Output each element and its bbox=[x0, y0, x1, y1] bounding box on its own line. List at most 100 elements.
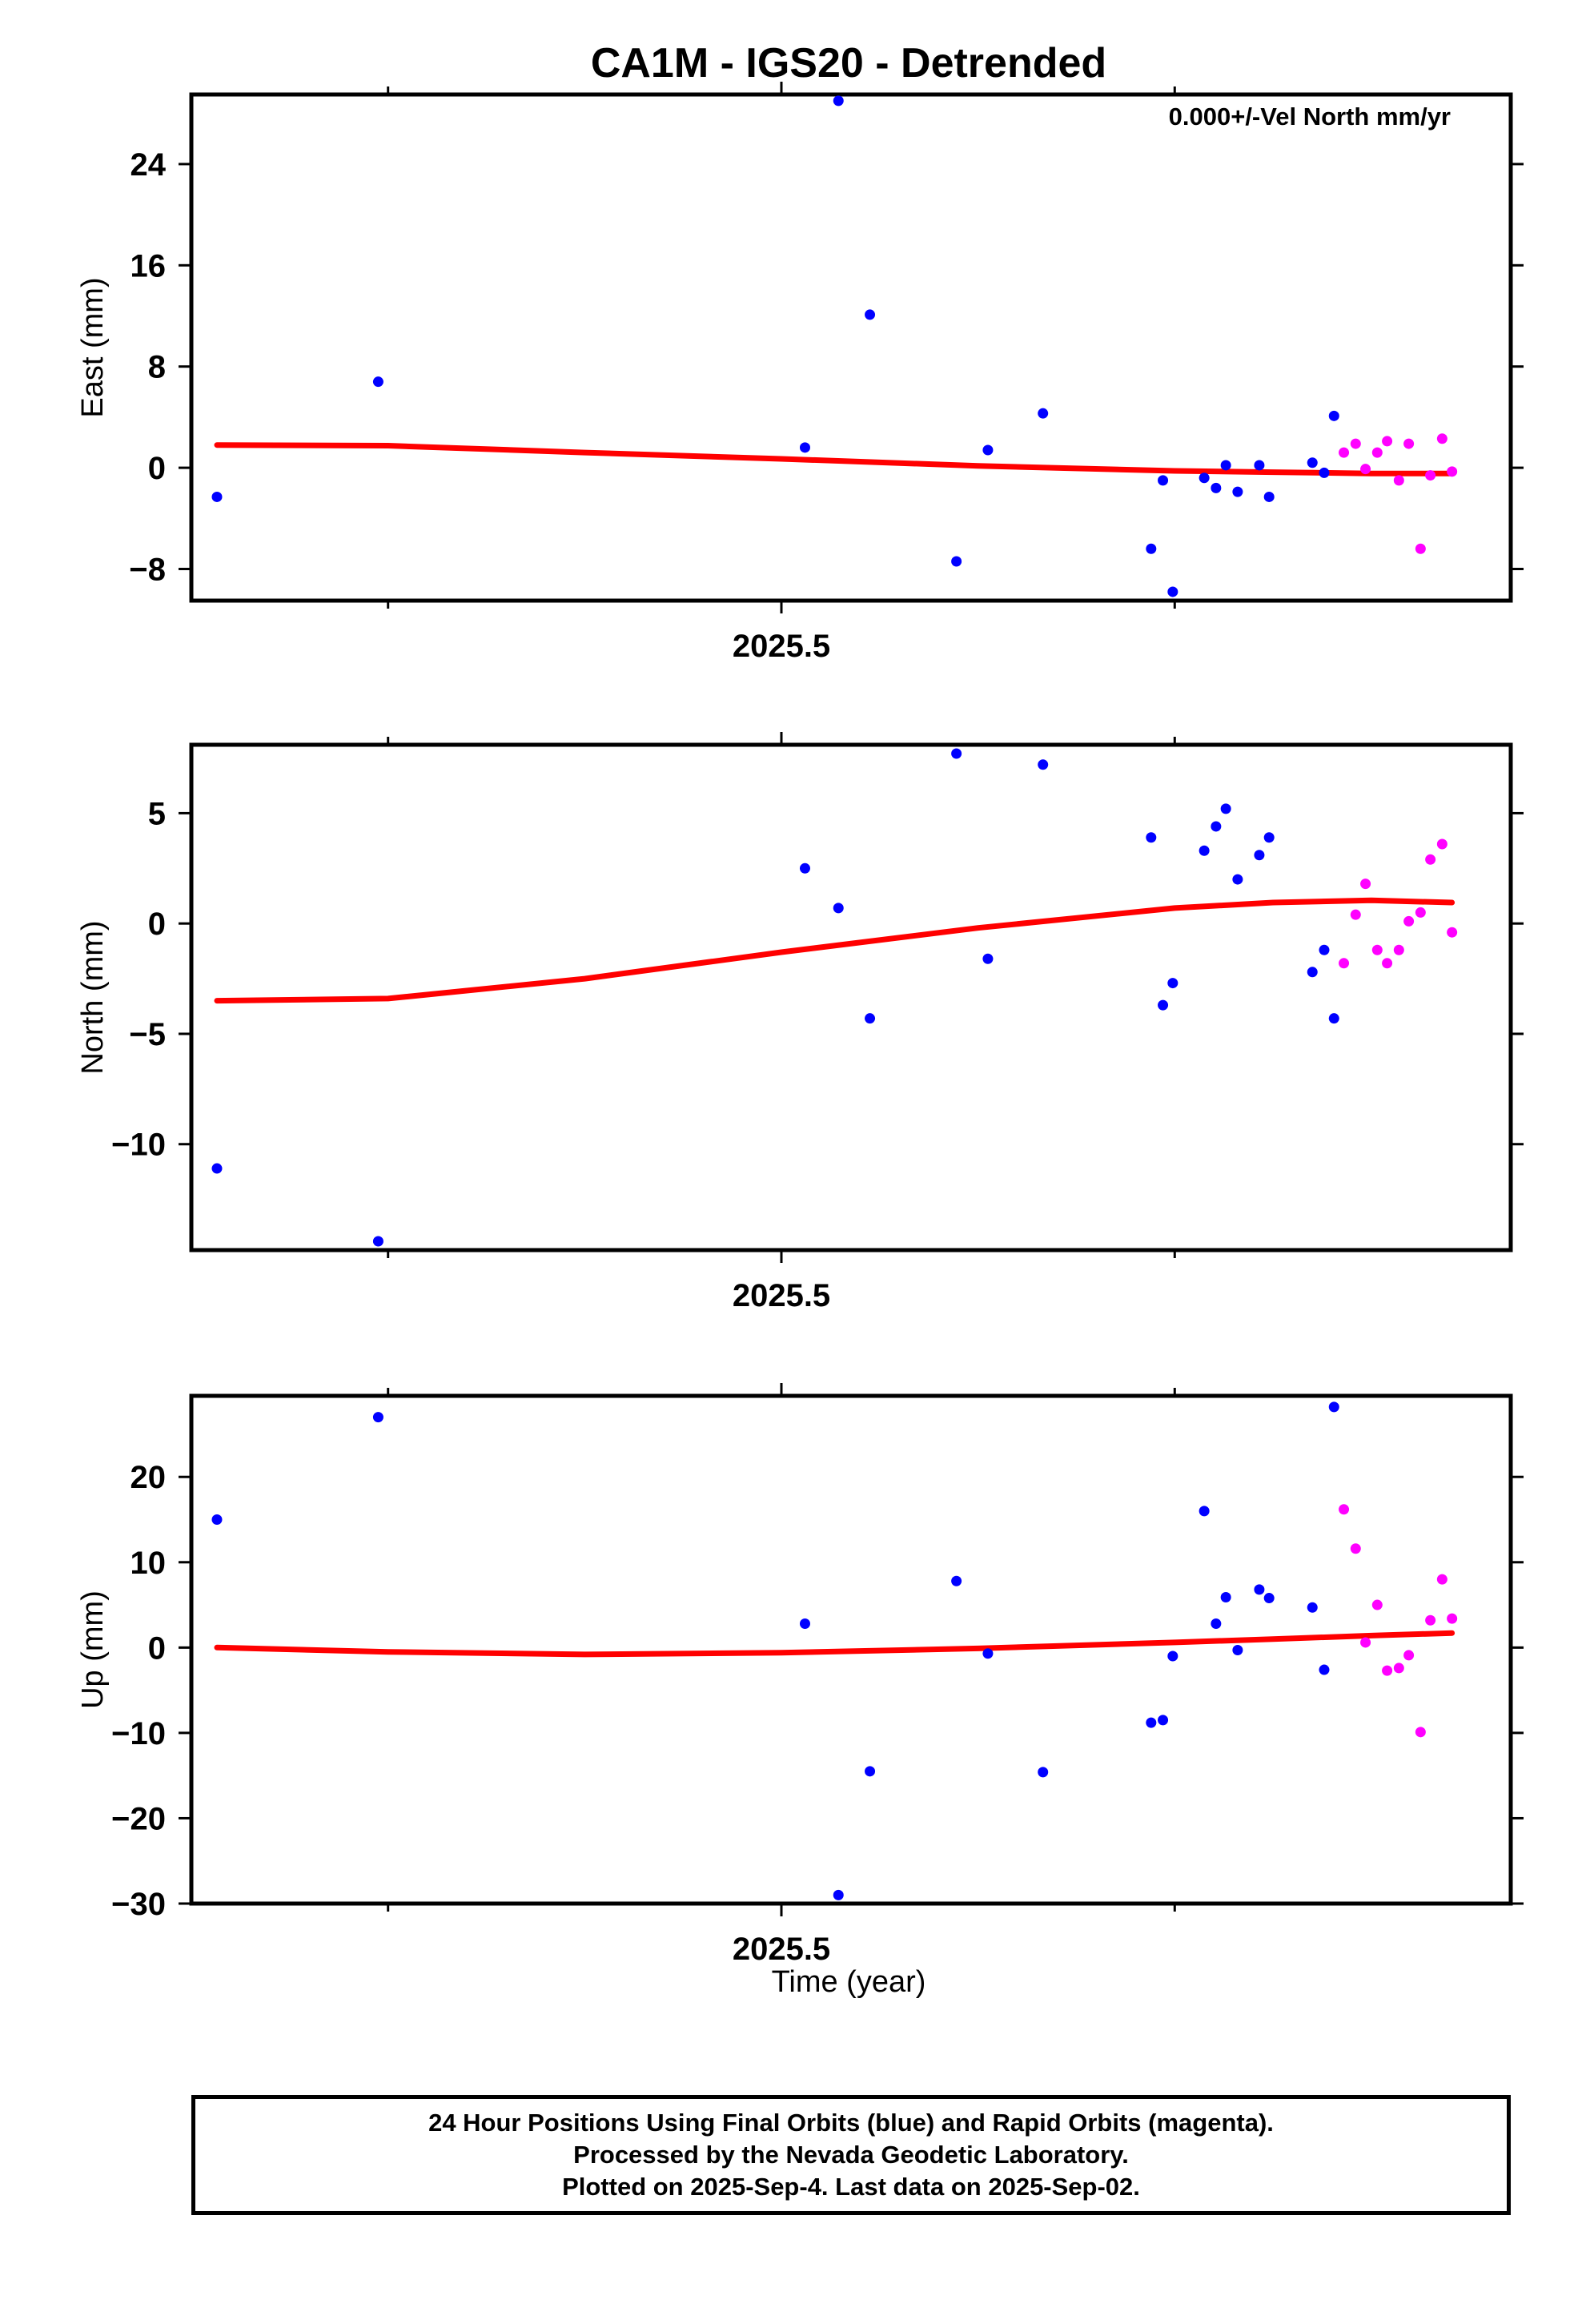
up-final-orbit-point bbox=[1263, 1593, 1275, 1604]
up-final-orbit-point bbox=[211, 1514, 223, 1526]
east-final-orbit-point bbox=[833, 95, 844, 107]
north-final-orbit-point bbox=[1220, 803, 1231, 814]
east-rapid-orbit-point bbox=[1403, 438, 1415, 449]
east-final-orbit-point bbox=[1158, 475, 1169, 486]
up-final-orbit-point bbox=[1307, 1602, 1318, 1613]
up-y-tick-label: 10 bbox=[130, 1546, 167, 1581]
east-final-orbit-point bbox=[1319, 467, 1330, 478]
east-final-orbit-point bbox=[1232, 486, 1243, 497]
north-final-orbit-point bbox=[1254, 850, 1265, 861]
up-rapid-orbit-point bbox=[1425, 1614, 1436, 1626]
east-rapid-orbit-point bbox=[1350, 438, 1361, 449]
up-y-axis-label: Up (mm) bbox=[76, 1590, 110, 1709]
east-x-tick-label: 2025.5 bbox=[733, 629, 830, 664]
up-final-orbit-point bbox=[865, 1766, 876, 1777]
east-y-tick-label: 8 bbox=[148, 350, 166, 385]
north-final-orbit-point bbox=[1319, 944, 1330, 955]
up-final-orbit-point bbox=[1146, 1717, 1157, 1728]
east-final-orbit-point bbox=[1328, 410, 1339, 421]
up-final-orbit-point bbox=[1038, 1767, 1049, 1778]
caption-box: 24 Hour Positions Using Final Orbits (bl… bbox=[191, 2095, 1511, 2215]
east-rapid-orbit-point bbox=[1371, 447, 1383, 458]
east-y-axis-label: East (mm) bbox=[76, 277, 110, 417]
up-y-tick-label: −10 bbox=[111, 1716, 166, 1751]
east-rapid-orbit-point bbox=[1360, 464, 1371, 475]
east-plot-frame bbox=[189, 92, 1513, 603]
east-rapid-orbit-point bbox=[1447, 466, 1458, 477]
up-rapid-orbit-point bbox=[1339, 1504, 1350, 1515]
east-final-orbit-point bbox=[982, 444, 994, 456]
east-y-tick-label: 0 bbox=[148, 451, 166, 486]
north-final-orbit-point bbox=[1307, 967, 1318, 978]
east-final-orbit-point bbox=[799, 442, 810, 453]
up-final-orbit-point bbox=[1158, 1715, 1169, 1726]
up-rapid-orbit-point bbox=[1436, 1574, 1447, 1585]
north-rapid-orbit-point bbox=[1403, 915, 1415, 927]
north-final-orbit-point bbox=[833, 903, 844, 914]
north-final-orbit-point bbox=[799, 862, 810, 874]
east-final-orbit-point bbox=[865, 309, 876, 320]
east-final-orbit-point bbox=[1038, 408, 1049, 419]
up-rapid-orbit-point bbox=[1393, 1663, 1404, 1674]
east-y-tick-label: 24 bbox=[130, 147, 167, 183]
north-final-orbit-point bbox=[1158, 999, 1169, 1011]
up-final-orbit-point bbox=[1220, 1591, 1231, 1602]
east-final-orbit-point bbox=[1211, 482, 1222, 493]
x-axis-label: Time (year) bbox=[772, 1965, 926, 1999]
up-rapid-orbit-point bbox=[1360, 1637, 1371, 1648]
north-rapid-orbit-point bbox=[1339, 958, 1350, 969]
up-final-orbit-point bbox=[799, 1618, 810, 1630]
east-velocity-annotation: 0.000+/-Vel North mm/yr bbox=[1169, 103, 1451, 131]
caption-line-1: 24 Hour Positions Using Final Orbits (bl… bbox=[428, 2109, 1274, 2137]
east-rapid-orbit-point bbox=[1425, 470, 1436, 481]
north-rapid-orbit-point bbox=[1447, 927, 1458, 938]
up-final-orbit-point bbox=[372, 1412, 383, 1423]
east-rapid-orbit-point bbox=[1415, 543, 1426, 554]
north-final-orbit-point bbox=[1263, 832, 1275, 843]
up-final-orbit-point bbox=[1232, 1645, 1243, 1656]
east-final-orbit-point bbox=[1220, 460, 1231, 471]
north-final-orbit-point bbox=[1199, 845, 1210, 856]
up-y-tick-label: −20 bbox=[111, 1801, 166, 1836]
north-rapid-orbit-point bbox=[1425, 854, 1436, 865]
north-rapid-orbit-point bbox=[1393, 944, 1404, 955]
north-rapid-orbit-point bbox=[1350, 909, 1361, 920]
up-y-tick-label: 0 bbox=[148, 1630, 166, 1666]
east-final-orbit-point bbox=[1263, 491, 1275, 502]
up-final-orbit-point bbox=[1199, 1506, 1210, 1517]
up-final-orbit-point bbox=[1319, 1664, 1330, 1675]
east-rapid-orbit-point bbox=[1436, 433, 1447, 444]
east-final-orbit-point bbox=[951, 556, 962, 567]
east-final-orbit-point bbox=[1307, 457, 1318, 468]
up-final-orbit-point bbox=[951, 1575, 962, 1586]
east-fit-line bbox=[214, 442, 1456, 476]
north-y-tick-label: −10 bbox=[111, 1128, 166, 1163]
north-y-axis-label: North (mm) bbox=[76, 920, 110, 1074]
north-y-tick-label: 0 bbox=[148, 907, 166, 942]
north-y-tick-label: 5 bbox=[148, 796, 166, 831]
east-rapid-orbit-point bbox=[1393, 475, 1404, 486]
east-final-orbit-point bbox=[1199, 472, 1210, 484]
north-rapid-orbit-point bbox=[1415, 907, 1426, 918]
north-plot-frame bbox=[189, 742, 1513, 1252]
north-y-tick-label: −5 bbox=[129, 1017, 166, 1052]
east-final-orbit-point bbox=[1146, 543, 1157, 554]
north-final-orbit-point bbox=[1167, 978, 1178, 989]
up-final-orbit-point bbox=[1211, 1618, 1222, 1630]
north-final-orbit-point bbox=[865, 1013, 876, 1024]
up-plot-frame bbox=[189, 1393, 1513, 1906]
up-x-tick-label: 2025.5 bbox=[733, 1932, 830, 1967]
north-rapid-orbit-point bbox=[1436, 838, 1447, 850]
up-y-tick-label: 20 bbox=[130, 1460, 167, 1495]
up-rapid-orbit-point bbox=[1350, 1543, 1361, 1554]
up-final-orbit-point bbox=[1254, 1584, 1265, 1595]
east-final-orbit-point bbox=[1167, 586, 1178, 597]
north-final-orbit-point bbox=[1038, 759, 1049, 770]
north-final-orbit-point bbox=[1146, 832, 1157, 843]
caption-line-3: Plotted on 2025-Sep-4. Last data on 2025… bbox=[562, 2173, 1140, 2201]
up-rapid-orbit-point bbox=[1371, 1599, 1383, 1610]
east-final-orbit-point bbox=[372, 376, 383, 388]
north-final-orbit-point bbox=[1328, 1013, 1339, 1024]
north-final-orbit-point bbox=[982, 953, 994, 964]
